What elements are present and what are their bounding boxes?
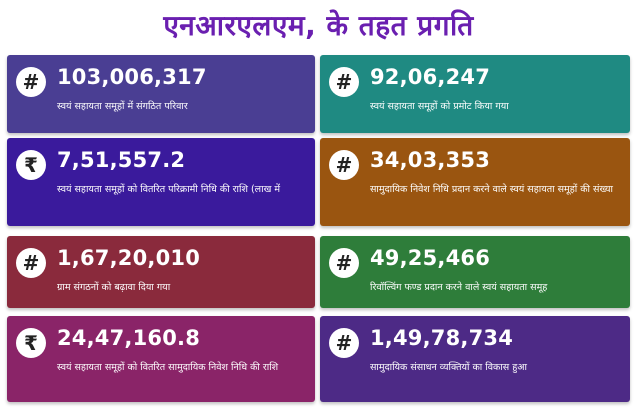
stat-value: 49,25,466: [370, 246, 491, 270]
stat-card-revolving-fund-shg: # 49,25,466 रिवॉल्विंग फण्ड प्रदान करने …: [320, 236, 630, 308]
hash-icon: #: [16, 248, 46, 278]
hash-icon: #: [329, 328, 359, 358]
stat-label: ग्राम संगठनों को बढ़ावा दिया गया: [57, 282, 171, 293]
stat-value: 24,47,160.8: [57, 326, 201, 350]
stat-label: स्वयं सहायता समूहों को प्रमोट किया गया: [370, 101, 509, 112]
stat-card-revolving-fund-amount: ₹ 7,51,557.2 स्वयं सहायता समूहों को वितर…: [7, 138, 315, 226]
stat-label: रिवॉल्विंग फण्ड प्रदान करने वाले स्वयं स…: [370, 282, 548, 293]
stat-value: 1,67,20,010: [57, 246, 201, 270]
stat-label: सामुदायिक निवेश निधि प्रदान करने वाले स्…: [370, 184, 613, 195]
stat-label: सामुदायिक संसाधन व्यक्तियों का विकास हुआ: [370, 362, 527, 373]
hash-icon: #: [329, 150, 359, 180]
hash-icon: #: [329, 67, 359, 97]
stat-card-village-organisations: # 1,67,20,010 ग्राम संगठनों को बढ़ावा दि…: [7, 236, 315, 308]
stat-label: स्वयं सहायता समूहों को वितरित परिक्रामी …: [57, 184, 281, 195]
rupee-icon: ₹: [16, 328, 46, 358]
stat-label: स्वयं सहायता समूहों में संगठित परिवार: [57, 101, 188, 112]
page-title: एनआरएलएम, के तहत प्रगति: [163, 9, 474, 42]
stat-card-cif-shg-count: # 34,03,353 सामुदायिक निवेश निधि प्रदान …: [320, 138, 630, 226]
hash-icon: #: [329, 248, 359, 278]
stat-card-cif-amount: ₹ 24,47,160.8 स्वयं सहायता समूहों को वित…: [7, 316, 315, 402]
hash-icon: #: [16, 67, 46, 97]
rupee-icon: ₹: [16, 150, 46, 180]
stat-card-shg-promoted: # 92,06,247 स्वयं सहायता समूहों को प्रमो…: [320, 55, 630, 133]
stat-value: 34,03,353: [370, 148, 491, 172]
stat-label: स्वयं सहायता समूहों को वितरित सामुदायिक …: [57, 362, 279, 373]
stat-value: 92,06,247: [370, 65, 491, 89]
stat-value: 103,006,317: [57, 65, 207, 89]
stat-value: 1,49,78,734: [370, 326, 514, 350]
stat-card-households: # 103,006,317 स्वयं सहायता समूहों में सं…: [7, 55, 315, 133]
stat-value: 7,51,557.2: [57, 148, 186, 172]
stat-card-community-resource-persons: # 1,49,78,734 सामुदायिक संसाधन व्यक्तियो…: [320, 316, 630, 402]
